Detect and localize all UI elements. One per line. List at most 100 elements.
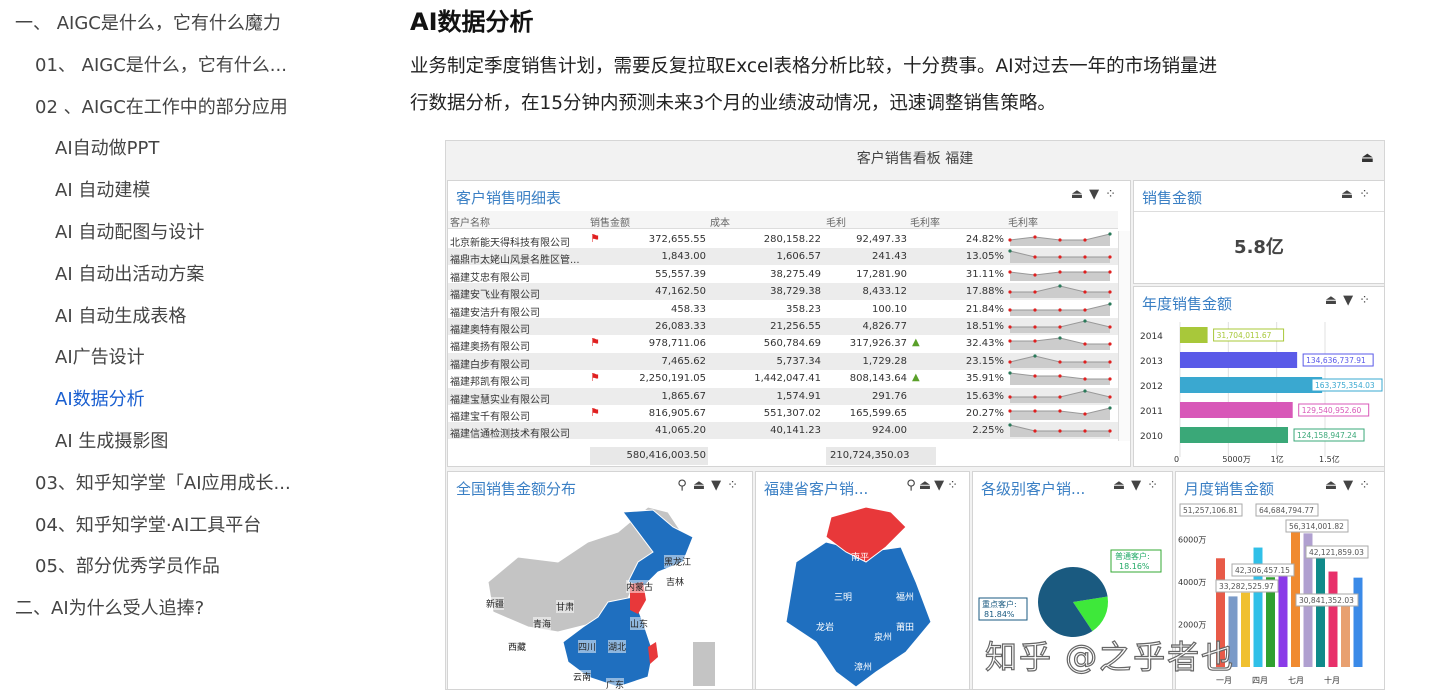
value-label: 42,306,457.15 — [1235, 566, 1290, 575]
sparkline-point — [1008, 394, 1012, 399]
map-region-label[interactable]: 青海 — [533, 617, 552, 630]
table-row[interactable] — [448, 265, 1118, 283]
table-row[interactable] — [448, 300, 1118, 318]
toc-item[interactable]: 04、知乎知学堂·AI工具平台 — [35, 514, 262, 536]
table-row[interactable] — [448, 248, 1118, 266]
month-bar — [1341, 601, 1350, 667]
map-region-label[interactable]: 云南 — [573, 670, 592, 683]
sparkline-point — [1058, 429, 1062, 433]
panel-tools[interactable]: ⏏▼⁘ — [1324, 293, 1376, 308]
value-label-box — [1231, 563, 1295, 577]
customer-name: 福建奥扬有限公司 — [450, 342, 530, 354]
panel-title: 全国销售金额分布 — [456, 480, 577, 498]
sparkline-point — [1083, 377, 1087, 381]
column-header[interactable]: 销售金额 — [590, 218, 630, 229]
y-tick: 4000万 — [1178, 578, 1206, 587]
sparkline — [1008, 284, 1112, 299]
panel-tools[interactable]: ⚲⏏▼⁘ — [906, 478, 961, 493]
column-header[interactable]: 客户名称 — [450, 218, 490, 229]
value-label: 163,375,354.03 — [1315, 381, 1375, 390]
table-row[interactable] — [448, 231, 1118, 248]
toc-item[interactable]: 03、知乎知学堂「AI应用成长... — [35, 472, 291, 494]
table-row[interactable] — [448, 283, 1118, 301]
sparkline-point — [1058, 307, 1062, 312]
map-region-label[interactable]: 甘肃 — [556, 600, 575, 613]
pie-label: 普通客户: — [1115, 551, 1150, 561]
map-region-label[interactable]: 新疆 — [486, 597, 505, 610]
toc-item[interactable]: AI 自动配图与设计 — [55, 222, 205, 243]
map-region-label[interactable]: 泉州 — [874, 633, 893, 643]
table-row[interactable] — [448, 387, 1118, 405]
column-header[interactable]: 毛利率 — [1008, 218, 1038, 229]
flag-icon: ⚑ — [590, 336, 600, 350]
table-row[interactable] — [448, 370, 1118, 388]
sparkline-point — [1108, 270, 1112, 274]
toc-item[interactable]: AI数据分析 — [55, 389, 145, 411]
map-region-label[interactable]: 内蒙古 — [626, 580, 654, 593]
toc-item[interactable]: 02 、AIGC在工作中的部分应用 — [35, 96, 288, 118]
toc-item[interactable]: 05、部分优秀学员作品 — [35, 556, 220, 578]
column-header[interactable]: 毛利 — [826, 218, 846, 229]
dashboard-image: 客户销售看板 福建 ⏏ 客户销售明细表 ⏏▼⁘ 客户名称 销售金额 成本 毛利 毛利率毛… — [445, 140, 1385, 691]
sales-amount: 816,905.67 — [648, 408, 706, 419]
panel-tools[interactable]: ⚲⏏▼⁘ — [677, 478, 744, 493]
map-region-label[interactable]: 福州 — [896, 593, 915, 603]
toc-item[interactable]: AI自动做PPT — [55, 138, 160, 160]
sparkline-point — [1008, 339, 1012, 343]
map-region-label[interactable]: 黑龙江 — [664, 555, 692, 568]
sparkline-point — [1083, 319, 1087, 323]
value-label: 42,121,859.03 — [1309, 548, 1364, 557]
yearly-sales-panel: 年度销售金额 ⏏▼⁘ 2014 31,704,011.67 2013 134,636,… — [1133, 286, 1385, 467]
flag-icon: ⚑ — [590, 406, 600, 419]
column-header[interactable]: 成本 — [710, 218, 730, 229]
table-row[interactable] — [448, 318, 1118, 335]
month-bar — [1241, 592, 1250, 667]
month-bar — [1353, 577, 1363, 667]
table-row[interactable] — [448, 352, 1118, 370]
china-map[interactable] — [448, 502, 752, 690]
kpi-value: 5.8亿 — [1134, 211, 1384, 283]
toc-item[interactable]: 二、AI为什么受人追捧? — [15, 598, 205, 620]
map-region-label[interactable]: 吉林 — [666, 575, 685, 588]
export-icon[interactable]: ⏏ — [1360, 150, 1374, 166]
map-region-label[interactable]: 四川 — [578, 640, 597, 653]
toc-item[interactable]: AI 自动出活动方案 — [55, 263, 205, 285]
sales-table: 客户名称 销售金额 成本 毛利 毛利率 毛利率 北京新能天得科技有限公司 ⚑ 372,655.5… — [448, 211, 1132, 468]
table-row[interactable] — [448, 405, 1118, 422]
gross-margin: 15.63% — [965, 390, 1004, 402]
map-region-label[interactable]: 宁德 — [911, 563, 930, 573]
toc-item[interactable]: AI 自动建模 — [55, 180, 151, 202]
toc-item[interactable]: AI 生成摄影图 — [55, 431, 169, 452]
value-label-box — [1293, 428, 1365, 442]
customer-name: 福建宝慧实业有限公司 — [450, 394, 550, 406]
value-label-box — [1298, 403, 1370, 417]
map-region-label[interactable]: 漳州 — [854, 663, 873, 673]
toc-item[interactable]: AI 自动生成表格 — [55, 305, 187, 327]
map-region-label[interactable]: 南平 — [851, 553, 870, 563]
column-header[interactable]: 毛利率 — [910, 218, 940, 229]
toc-item[interactable]: 一、 AIGC是什么，它有什么魔力 — [15, 13, 281, 34]
map-region-label[interactable]: 广东 — [606, 678, 625, 691]
sparkline-point — [1058, 325, 1062, 329]
toc-item[interactable]: 01、 AIGC是什么，它有什么... — [35, 54, 287, 76]
map-region-label[interactable]: 西藏 — [508, 640, 527, 653]
sparkline-point — [1108, 232, 1112, 236]
table-row[interactable] — [448, 335, 1118, 353]
map-region-label[interactable]: 三明 — [834, 593, 853, 603]
fujian-map[interactable] — [756, 502, 969, 690]
panel-tools[interactable]: ⏏▼⁘ — [1070, 187, 1122, 202]
month-bar — [1266, 577, 1275, 667]
panel-tools[interactable]: ⏏▼⁘ — [1324, 478, 1376, 493]
year-bar — [1180, 327, 1208, 343]
panel-tools[interactable]: ⏏⁘ — [1340, 187, 1376, 202]
toc-item[interactable]: AI广告设计 — [55, 347, 145, 369]
panel-tools[interactable]: ⏏▼⁘ — [1112, 478, 1164, 493]
map-region-label[interactable]: 莆田 — [896, 623, 915, 633]
scrollbar[interactable] — [1118, 231, 1130, 441]
map-region-label[interactable]: 湖北 — [608, 640, 627, 653]
y-tick: 6000万 — [1178, 536, 1206, 545]
map-region-label[interactable]: 山东 — [630, 617, 649, 630]
customer-level-panel: 各级别客户销... ⏏▼⁘ 普通客户: 18.16% 重点客户: 81.84% — [972, 471, 1173, 690]
map-region-label[interactable]: 龙岩 — [816, 623, 835, 633]
table-row[interactable] — [448, 422, 1118, 440]
